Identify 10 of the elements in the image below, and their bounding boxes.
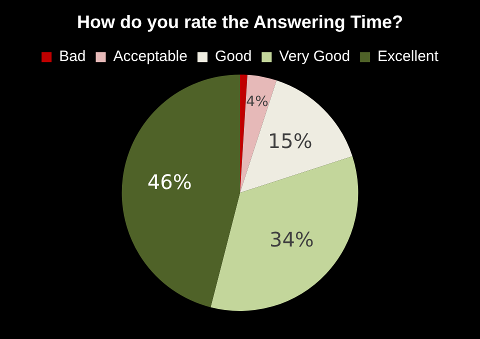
data-label: 46% (147, 170, 192, 194)
data-label: 4% (246, 94, 268, 110)
legend-label: Very Good (279, 48, 350, 66)
legend-label: Good (214, 48, 252, 66)
data-label: 34% (269, 228, 314, 252)
data-label: 15% (268, 128, 312, 153)
legend-label: Excellent (378, 48, 440, 66)
chart-title: How do you rate the Answering Time? (76, 12, 404, 32)
legend-label: Acceptable (113, 48, 188, 66)
legend-label: Bad (59, 48, 86, 66)
